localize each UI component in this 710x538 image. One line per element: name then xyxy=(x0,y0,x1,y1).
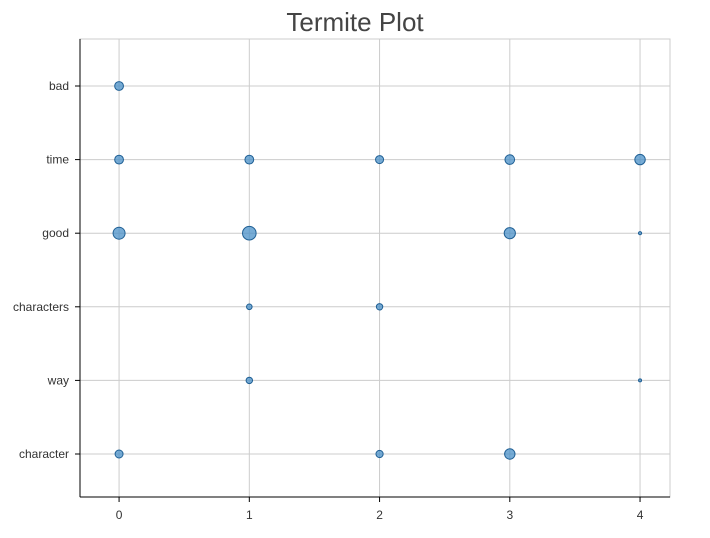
x-tick-label-0: 0 xyxy=(116,508,123,522)
y-tick-label-1: way xyxy=(47,373,69,387)
x-tick-label-4: 4 xyxy=(637,508,644,522)
point-bad-0 xyxy=(114,81,124,91)
point-time-4 xyxy=(634,153,646,166)
y-tick-label-4: time xyxy=(46,153,69,167)
point-way-1 xyxy=(245,376,254,385)
point-character-3 xyxy=(504,448,516,460)
grid xyxy=(80,39,670,497)
point-good-4 xyxy=(637,231,643,236)
point-time-0 xyxy=(114,154,124,165)
point-time-3 xyxy=(504,154,516,165)
point-time-2 xyxy=(375,155,385,165)
data-points xyxy=(112,81,646,460)
point-characters-1 xyxy=(246,303,253,311)
point-character-2 xyxy=(375,449,384,459)
x-axis-ticks: 0 1 2 3 4 xyxy=(116,497,644,522)
x-tick-label-2: 2 xyxy=(376,508,383,522)
x-tick-label-3: 3 xyxy=(506,508,513,522)
x-tick-label-1: 1 xyxy=(246,508,253,522)
y-tick-label-5: bad xyxy=(49,79,69,93)
y-axis-ticks: character way characters good time bad xyxy=(13,79,80,461)
chart-title: Termite Plot xyxy=(286,7,424,37)
plot-frame xyxy=(79,38,671,498)
y-tick-label-3: good xyxy=(42,226,69,240)
y-tick-label-0: character xyxy=(19,447,69,461)
point-time-1 xyxy=(244,154,255,165)
point-good-3 xyxy=(503,227,516,240)
y-tick-label-2: characters xyxy=(13,300,69,314)
point-good-1 xyxy=(242,225,257,241)
point-way-4 xyxy=(638,378,643,383)
point-character-0 xyxy=(114,449,124,459)
point-good-0 xyxy=(112,226,126,240)
point-characters-2 xyxy=(375,303,384,311)
